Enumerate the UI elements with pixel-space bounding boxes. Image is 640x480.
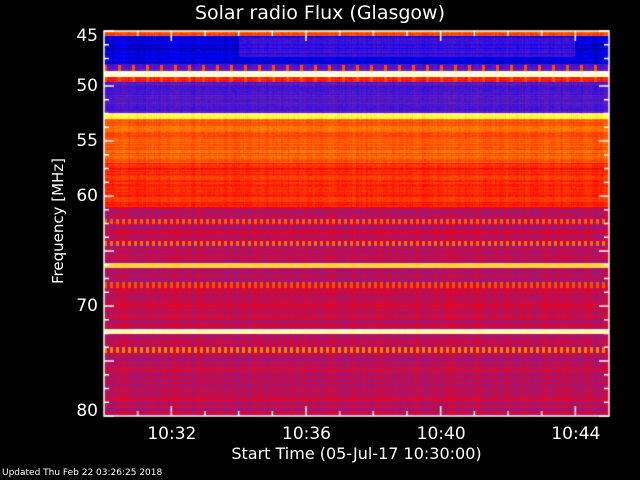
updated-timestamp: Updated Thu Feb 22 03:26:25 2018 [2,468,163,478]
chart-title: Solar radio Flux (Glasgow) [194,2,446,24]
x-tick-label: 10:44 [551,424,601,444]
x-axis-label: Start Time (05-Jul-17 10:30:00) [231,444,482,463]
y-tick-label: 45 [76,26,98,46]
y-tick-label: 60 [76,186,98,206]
y-tick-label: 70 [76,296,98,316]
y-tick-label: 50 [76,76,98,96]
y-tick-label: 80 [76,401,98,421]
x-tick-label: 10:40 [416,424,466,444]
x-tick-label: 10:36 [282,424,331,444]
y-tick-label: 55 [76,131,98,151]
x-tick-label: 10:32 [147,424,197,444]
